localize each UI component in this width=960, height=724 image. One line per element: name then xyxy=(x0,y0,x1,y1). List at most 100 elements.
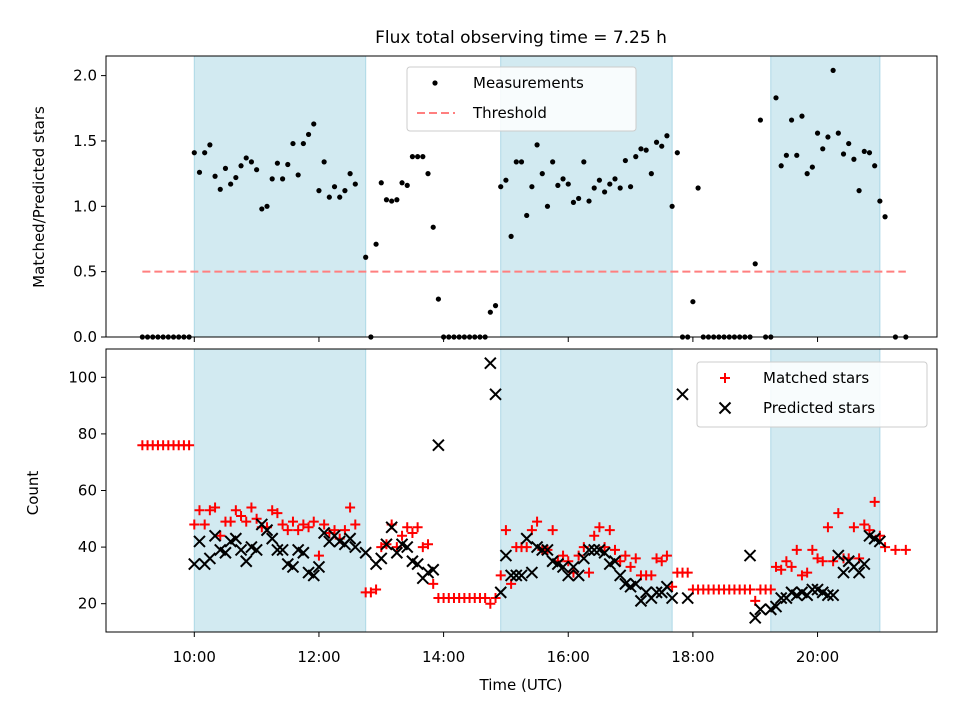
matched-stars-point xyxy=(796,570,807,581)
matched-stars-point xyxy=(267,505,278,516)
matched-stars-point xyxy=(630,553,641,564)
matched-stars-point xyxy=(371,584,382,595)
legend-swatch xyxy=(718,401,732,415)
matched-stars-point xyxy=(215,530,226,541)
matched-stars-point xyxy=(812,553,823,564)
measurement-point xyxy=(342,188,348,194)
measurement-point xyxy=(565,181,571,187)
matched-stars-point xyxy=(428,578,439,589)
y-tick-label: 20 xyxy=(78,595,97,613)
matched-stars-point xyxy=(480,593,491,604)
x-tick-label: 14:00 xyxy=(422,648,465,666)
measurement-point xyxy=(851,156,857,162)
measurement-point xyxy=(882,214,888,220)
matched-stars-point xyxy=(765,584,776,595)
matched-stars-point xyxy=(272,508,283,519)
matched-stars-point xyxy=(807,544,818,555)
predicted-stars-point xyxy=(821,589,835,602)
matched-stars-point xyxy=(236,510,247,521)
matched-stars-point xyxy=(241,516,252,527)
measurement-point xyxy=(243,155,249,161)
measurement-point xyxy=(560,176,566,182)
y-tick-label: 1.5 xyxy=(73,132,97,150)
matched-stars-point xyxy=(319,519,330,530)
matched-stars-point xyxy=(189,519,200,530)
matched-stars-point xyxy=(365,587,376,598)
predicted-stars-point xyxy=(375,552,388,565)
predicted-stars-point xyxy=(297,546,310,559)
measurement-point xyxy=(259,206,265,212)
predicted-stars-point xyxy=(588,543,601,557)
predicted-stars-point xyxy=(317,526,331,540)
predicted-stars-point xyxy=(203,552,217,565)
matched-stars-point xyxy=(417,542,428,553)
predicted-stars-point xyxy=(743,549,757,562)
measurement-point xyxy=(389,198,395,204)
measurement-point xyxy=(383,197,390,203)
legend-label: Measurements xyxy=(473,74,584,92)
measurement-point xyxy=(695,185,701,191)
predicted-stars-point xyxy=(832,549,845,562)
measurement-point xyxy=(659,143,665,149)
predicted-stars-point xyxy=(634,594,648,608)
predicted-stars-point xyxy=(660,580,674,593)
top-x-ticks xyxy=(193,337,819,342)
predicted-stars-point xyxy=(515,569,528,582)
legend-swatch xyxy=(720,373,730,383)
measurement-point xyxy=(669,203,675,209)
measurement-point xyxy=(835,130,841,136)
matched-stars-point xyxy=(303,522,314,533)
x-axis-label: Time (UTC) xyxy=(479,676,563,694)
predicted-stars-point xyxy=(193,535,206,548)
measurement-point xyxy=(840,151,847,157)
measurement-point xyxy=(264,203,270,209)
measurement-point xyxy=(534,142,540,148)
measurement-point xyxy=(633,154,639,160)
matched-stars-point xyxy=(682,567,693,578)
measurement-point xyxy=(191,150,197,156)
predicted-stars-point xyxy=(286,560,300,574)
observing-window-3 xyxy=(770,55,881,338)
measurement-point xyxy=(550,159,556,165)
x-tick-label: 16:00 xyxy=(547,648,590,666)
predicted-stars-point xyxy=(520,532,533,545)
predicted-stars-point xyxy=(613,569,627,582)
predicted-stars-point xyxy=(208,529,222,542)
measurement-point xyxy=(877,198,883,204)
measurement-point xyxy=(617,185,623,191)
bottom-legend[interactable]: Matched stars Predicted stars xyxy=(696,361,928,428)
measurement-point xyxy=(788,117,795,123)
x-tick-label: 18:00 xyxy=(671,648,714,666)
legend-label: Threshold xyxy=(472,104,547,122)
matched-stars-point xyxy=(287,516,298,527)
measurement-point xyxy=(799,113,805,119)
measurement-point xyxy=(757,117,764,123)
measurement-point xyxy=(311,121,317,127)
measurement-point xyxy=(285,161,291,168)
predicted-stars-point xyxy=(650,586,663,599)
measurement-point xyxy=(622,157,628,164)
measurement-point xyxy=(794,152,800,158)
observing-window-2 xyxy=(500,348,673,633)
predicted-stars-point xyxy=(385,521,398,534)
predicted-stars-point xyxy=(426,563,440,576)
predicted-stars-point xyxy=(556,560,570,574)
measurement-point xyxy=(347,171,353,177)
predicted-stars-point xyxy=(826,589,840,602)
predicted-stars-point xyxy=(852,566,866,579)
matched-stars-point xyxy=(210,502,221,513)
legend-swatch xyxy=(432,80,438,86)
predicted-stars-point xyxy=(489,388,502,401)
measurement-point xyxy=(295,172,301,178)
predicted-stars-point xyxy=(873,535,887,548)
predicted-stars-point xyxy=(234,543,248,557)
matched-stars-point xyxy=(423,539,434,550)
top-legend[interactable]: Measurements Threshold xyxy=(406,66,637,132)
measurement-point xyxy=(425,171,431,177)
measurement-point xyxy=(773,95,779,101)
matched-stars-point xyxy=(833,508,844,519)
matched-stars-point xyxy=(293,525,304,536)
chart-title: Flux total observing time = 7.25 h xyxy=(375,28,667,48)
measurement-point xyxy=(337,194,343,200)
